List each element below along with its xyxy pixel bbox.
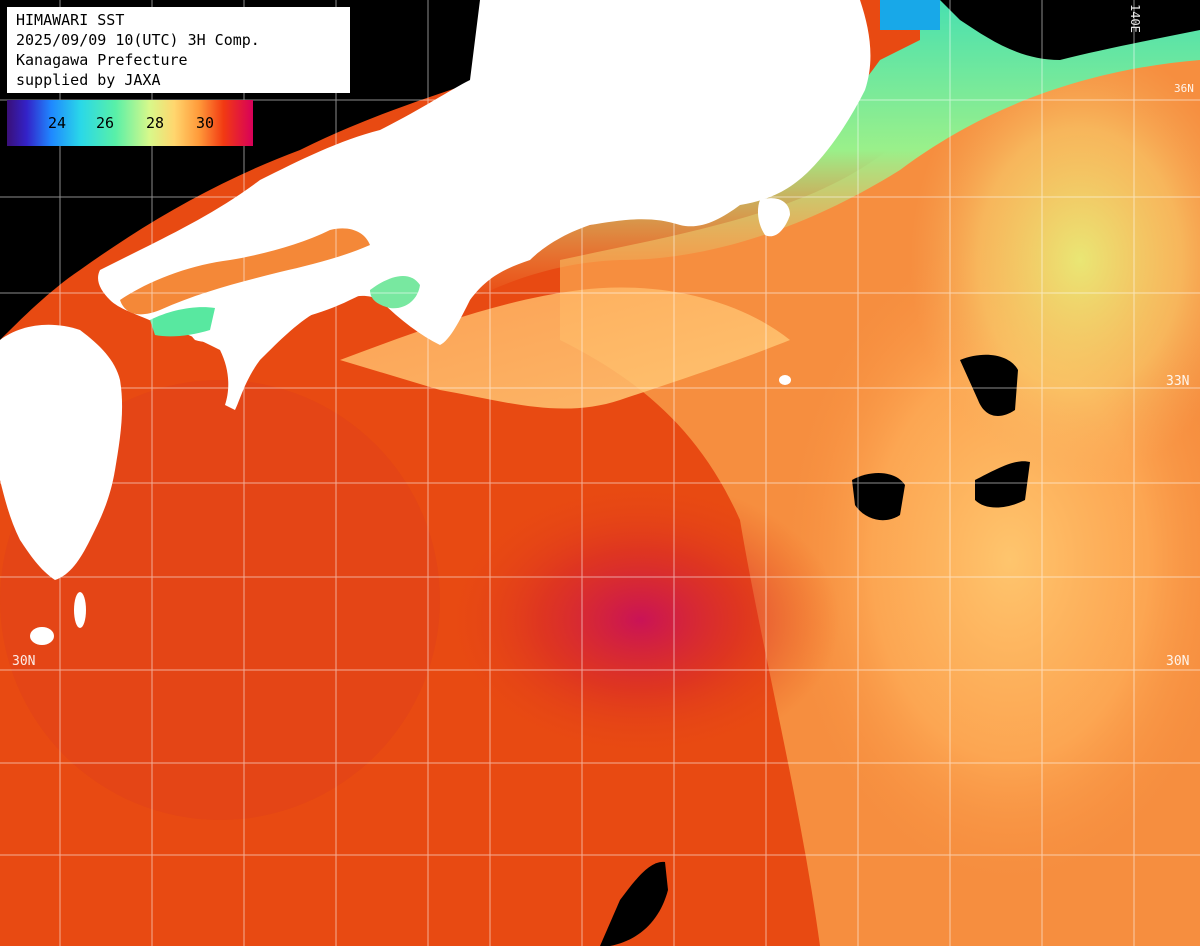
lat-label-33n-right: 33N — [1166, 374, 1190, 389]
osaka-bay-cool — [370, 275, 420, 309]
lon-label-136e: 136E — [484, 4, 498, 33]
map-credit: supplied by JAXA — [16, 71, 161, 89]
map-title: HIMAWARI SST — [16, 11, 125, 29]
cloud-patch-3 — [975, 461, 1030, 508]
cloud-patch-4 — [600, 861, 668, 946]
map-timestamp: 2025/09/09 10(UTC) 3H Comp. — [16, 31, 260, 49]
no-data-top-right — [940, 0, 1200, 60]
northeast-corner-cold — [880, 0, 940, 30]
kuroshio-front — [340, 287, 790, 409]
land-kyushu — [0, 324, 123, 580]
colorbar-tick-30: 30 — [195, 114, 215, 132]
info-box: HIMAWARI SST 2025/09/09 10(UTC) 3H Comp.… — [7, 7, 350, 93]
land-hachijo — [779, 375, 791, 385]
land-shikoku — [186, 250, 384, 342]
lat-label-30n-left: 30N — [12, 654, 36, 669]
colorbar-tick-24: 24 — [47, 114, 67, 132]
coastal-cool-band — [470, 0, 1200, 300]
map-region: Kanagawa Prefecture — [16, 51, 188, 69]
lat-label-30n-right: 30N — [1166, 654, 1190, 669]
temperature-colorbar: 24 26 28 30 — [7, 100, 253, 146]
colorbar-tick-26: 26 — [95, 114, 115, 132]
lon-label-140e: 140E — [1128, 4, 1142, 33]
cloud-patch-1 — [960, 354, 1018, 416]
inland-sea-cool — [150, 307, 215, 337]
cloud-patch-2 — [852, 473, 905, 521]
colorbar-tick-28: 28 — [145, 114, 165, 132]
lat-label-33n-left: 33N — [12, 374, 36, 389]
land-small-island — [30, 627, 54, 645]
land-tanegashima — [74, 592, 86, 628]
hot-core-water — [440, 480, 840, 760]
lat-label-36n-right: 36N — [1174, 82, 1194, 95]
